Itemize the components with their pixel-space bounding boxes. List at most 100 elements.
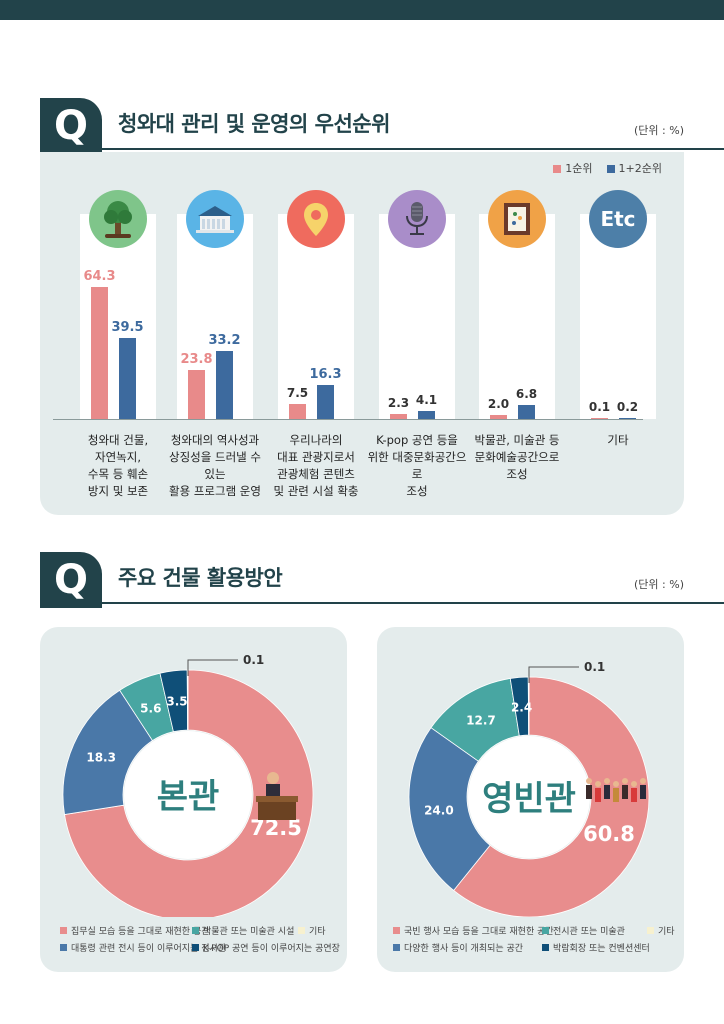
category-label-line: 수목 등 훼손 bbox=[87, 467, 149, 481]
bar-rank1 bbox=[390, 414, 407, 419]
legend-swatch bbox=[542, 944, 549, 951]
q-badge: Q bbox=[40, 98, 102, 154]
slice-value-label: 60.8 bbox=[583, 822, 635, 846]
category-label: K-pop 공연 등을 위한 대중문화공간으로 조성 bbox=[365, 432, 469, 500]
legend-item: 국빈 행사 모습 등을 그대로 재현한 공간 bbox=[393, 924, 554, 937]
slice-value-label: 12.7 bbox=[466, 714, 496, 728]
bar-rank12 bbox=[119, 337, 136, 419]
bar-value-label: 4.1 bbox=[415, 392, 438, 407]
bar-value-label: 16.3 bbox=[309, 367, 342, 383]
bar-rank1 bbox=[188, 369, 205, 419]
bar-rank1 bbox=[91, 286, 108, 419]
donut-slice bbox=[64, 669, 314, 917]
legend-label: 집무실 모습 등을 그대로 재현한 공간 bbox=[71, 927, 210, 937]
legend-label: 다양한 행사 등이 개최되는 공간 bbox=[404, 944, 524, 954]
category-label-line: 방지 및 보존 bbox=[87, 484, 149, 498]
donut-hole bbox=[468, 736, 590, 858]
question-header-1: Q 청와대 관리 및 운영의 우선순위 bbox=[40, 98, 724, 154]
legend-item-rank12: 1+2순위 bbox=[606, 160, 662, 176]
bar-rank12 bbox=[317, 385, 334, 419]
slice-value-label: 24.0 bbox=[424, 804, 454, 818]
microphone-icon bbox=[388, 190, 446, 248]
legend-label: 국빈 행사 모습 등을 그대로 재현한 공간 bbox=[404, 927, 554, 937]
category-label-line: K-pop 공연 등을 bbox=[376, 433, 458, 447]
legend-label: 기타 bbox=[658, 927, 675, 937]
etc-icon-text: Etc bbox=[600, 207, 636, 231]
legend-item: 박람회장 또는 컨벤션센터 bbox=[542, 941, 650, 954]
bar-rank12 bbox=[518, 404, 535, 419]
legend-label: 전시관 또는 미술관 bbox=[553, 927, 625, 937]
legend-item: 기타 bbox=[298, 924, 326, 937]
donut-center-label: 본관 bbox=[157, 777, 220, 817]
legend-item-rank1: 1순위 bbox=[553, 160, 593, 176]
chart-baseline bbox=[53, 419, 643, 420]
category-label-line: 대표 관광지로서 bbox=[277, 450, 355, 464]
question-header-2: Q 주요 건물 활용방안 bbox=[40, 552, 724, 608]
divider bbox=[102, 602, 724, 604]
category-label-line: 위한 대중문화공간으로 bbox=[367, 450, 467, 481]
legend-label: 기타 bbox=[309, 927, 326, 937]
legend-swatch bbox=[542, 927, 549, 934]
bar-rank1 bbox=[591, 417, 608, 419]
slice-value-label: 3.5 bbox=[166, 695, 187, 709]
category-label: 기타 bbox=[566, 432, 670, 449]
legend-item: 대통령 관련 전시 등이 이루어지는 전시관 bbox=[60, 941, 226, 954]
bar-value-label: 0.2 bbox=[616, 399, 639, 414]
legend-label: 박물관 또는 미술관 시설 bbox=[203, 927, 295, 937]
top-banner bbox=[0, 0, 724, 20]
building-icon bbox=[186, 190, 244, 248]
legend-label: 대통령 관련 전시 등이 이루어지는 전시관 bbox=[71, 944, 227, 954]
legend-item: 박물관 또는 미술관 시설 bbox=[192, 924, 294, 937]
chart-column bbox=[580, 214, 656, 419]
category-label-line: 문화예술공간으로 bbox=[474, 450, 560, 464]
legend-label: K-POP 공연 등이 이루어지는 공연장 bbox=[203, 944, 340, 954]
bar-value-label: 33.2 bbox=[208, 332, 241, 348]
donut-center-label: 영빈관 bbox=[482, 779, 576, 819]
category-label-line: 자연녹지, bbox=[95, 450, 141, 464]
legend-label: 박람회장 또는 컨벤션센터 bbox=[553, 944, 650, 954]
chart-column bbox=[479, 214, 555, 419]
bar-rank1 bbox=[490, 414, 507, 419]
etc-icon: Etc bbox=[589, 190, 647, 248]
location-pin-icon bbox=[287, 190, 345, 248]
legend-swatch bbox=[647, 927, 654, 934]
bar-rank12 bbox=[216, 350, 233, 419]
bar-value-label: 2.0 bbox=[487, 396, 510, 411]
legend-swatch bbox=[192, 927, 199, 934]
bar-rank12 bbox=[619, 417, 636, 419]
category-label-line: 청와대의 역사성과 bbox=[170, 433, 260, 447]
slice-value-label: 2.4 bbox=[511, 700, 532, 714]
legend-item: K-POP 공연 등이 이루어지는 공연장 bbox=[192, 941, 340, 954]
category-label-line: 청와대 건물, bbox=[87, 433, 149, 447]
legend-swatch bbox=[192, 944, 199, 951]
desk-figure-icon bbox=[256, 772, 298, 820]
bar-value-label: 7.5 bbox=[286, 385, 309, 400]
bar-rank1 bbox=[289, 403, 306, 419]
bar-value-label: 0.1 bbox=[588, 399, 611, 414]
donut-slice bbox=[527, 676, 530, 736]
legend-item: 기타 bbox=[647, 924, 675, 937]
category-label-line: 박물관, 미술관 등 bbox=[474, 433, 560, 447]
divider bbox=[102, 148, 724, 150]
donut-hole bbox=[124, 731, 252, 859]
callout-line bbox=[187, 659, 238, 676]
legend-item: 전시관 또는 미술관 bbox=[542, 924, 625, 937]
crowd-figure-icon bbox=[586, 778, 646, 802]
donut-slice bbox=[186, 669, 189, 731]
legend-swatch bbox=[393, 927, 400, 934]
bar-value-label: 2.3 bbox=[387, 396, 410, 411]
category-label-line: 우리나라의 bbox=[289, 433, 343, 447]
donut-chart: 영빈관 60.8 24.0 12.7 2.4 0.1 bbox=[408, 660, 650, 917]
category-label-line: 상징성을 드러낼 수 있는 bbox=[169, 450, 261, 481]
section-title: 청와대 관리 및 운영의 우선순위 bbox=[118, 112, 390, 136]
legend-item: 다양한 행사 등이 개최되는 공간 bbox=[393, 941, 523, 954]
category-label-line: 조성 bbox=[506, 467, 528, 481]
legend-swatch bbox=[60, 927, 67, 934]
bar-value-label: 23.8 bbox=[180, 351, 213, 367]
category-label-line: 관광체험 콘텐츠 bbox=[277, 467, 355, 481]
bar-value-label: 6.8 bbox=[515, 386, 538, 401]
chart-column bbox=[278, 214, 354, 419]
